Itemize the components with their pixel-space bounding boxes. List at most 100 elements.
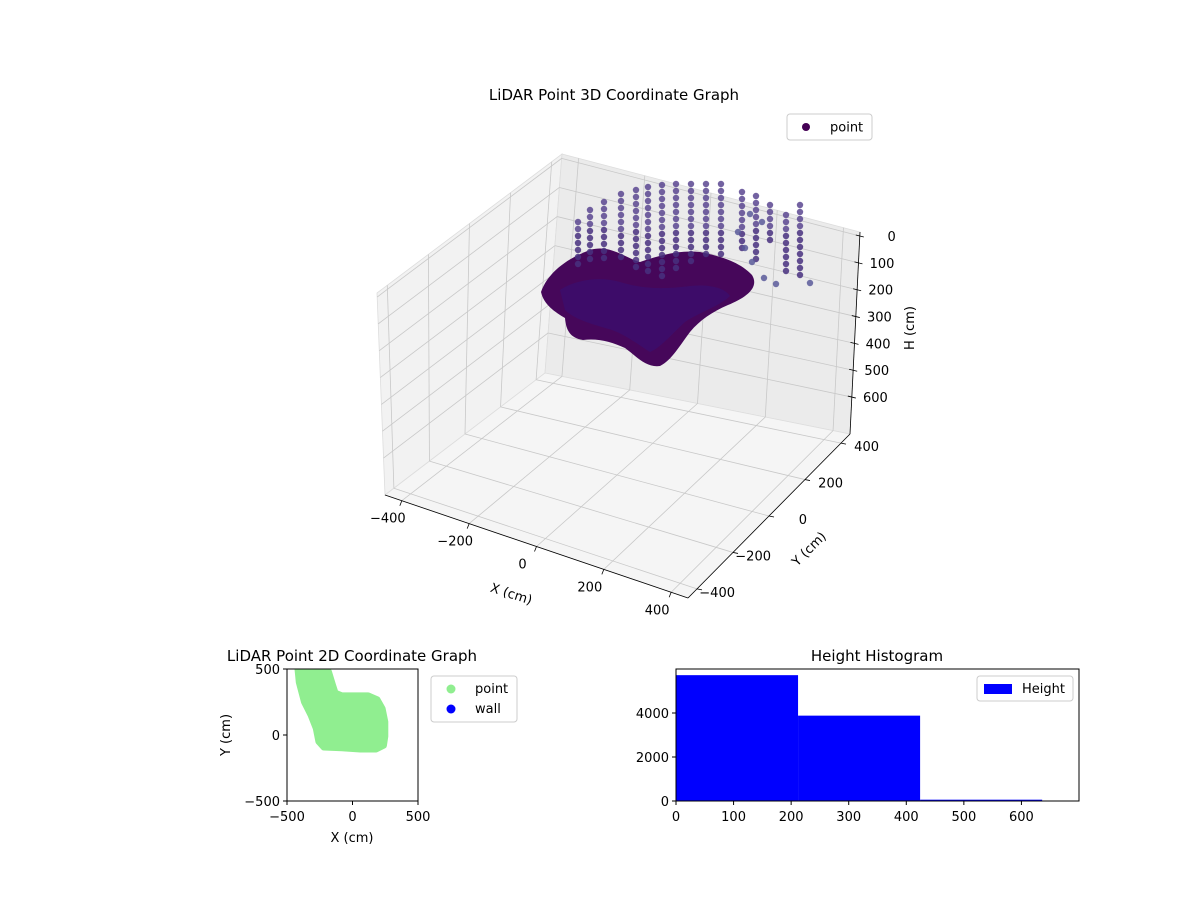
grid-y [464,433,770,517]
x-tick-label-hist: 100 [721,810,746,825]
point-marker [586,213,594,221]
y-tick-label-3d: −200 [735,549,771,564]
point-marker [782,260,790,268]
point-marker [717,187,725,195]
point-marker [644,211,652,219]
z-tick-mark [855,234,864,238]
grid-z-left [381,274,553,405]
point-marker [687,201,695,209]
point-marker [600,233,608,241]
z-tick-label-3d: 0 [888,230,896,245]
point-marker [687,194,695,202]
point-marker [644,218,652,226]
point-marker [658,230,666,238]
point-marker [658,216,666,224]
grid-z-left [376,158,562,298]
point-marker [766,201,774,209]
legend-histogram-box [976,675,1074,702]
grid-x-wall [764,210,778,418]
point-marker [758,218,766,226]
z-axis-label-3d: H (cm) [903,306,918,350]
y-tick-label-2d: 0 [272,729,280,744]
point-marker [632,200,640,208]
point-marker [766,222,774,230]
point-marker [717,236,725,244]
x-tick-label-hist: 300 [836,810,861,825]
point-marker [644,197,652,205]
z-tick-label-3d: 100 [870,257,895,272]
grid-y [536,379,842,444]
grid-z-left [383,332,549,459]
point-marker [782,239,790,247]
point-marker [782,253,790,261]
point-marker [672,243,680,251]
point-marker [600,198,608,206]
grid-z [548,332,852,398]
z-axis-line [849,231,861,435]
scan-pillars [574,180,814,288]
x-axis-label-3d: X (cm) [488,581,534,609]
grid-y-wall [427,254,430,462]
point-marker [702,243,710,251]
point-marker [702,250,710,258]
point-marker [586,227,594,235]
x-tick-label-hist: 0 [672,810,680,825]
point-marker [782,267,790,275]
point-marker [796,222,804,230]
point-marker [574,246,582,254]
z-tick-mark [847,395,856,399]
grid-y-wall [386,285,395,489]
point-marker [796,257,804,265]
point-marker [672,236,680,244]
point-marker [600,247,608,255]
point-cloud [541,180,814,367]
point-marker [617,246,625,254]
x-tick-label-3d: 200 [577,580,602,595]
y-tick-label-hist: 0 [661,795,669,810]
point-marker [672,180,680,188]
point-marker [738,195,746,203]
point-marker [617,253,625,261]
point-marker [644,225,652,233]
x-tick-label-2d: 500 [406,810,431,825]
y-tick-label-hist: 4000 [636,707,669,722]
histogram-bar [676,675,799,801]
point-marker [687,250,695,258]
legend-3d-marker [802,123,810,131]
point-marker [752,248,760,256]
x-tick-label-3d: 0 [518,558,526,573]
point-marker [782,246,790,254]
grid-y [500,406,806,480]
point-marker [687,229,695,237]
point-marker [658,265,666,273]
x-tick-mark [601,569,605,575]
point-marker [617,232,625,240]
grid-z-left [377,187,560,325]
x-tick-label-hist: 600 [1009,810,1034,825]
grid-y-wall [464,223,470,435]
point-marker [644,253,652,261]
grid-y-wall [500,192,512,407]
chart-histogram: Height Histogram 0 100 200 300 400 500 600 0 200… [636,647,1080,825]
point-marker [717,208,725,216]
point-marker [687,187,695,195]
point-marker [672,208,680,216]
point-marker [752,192,760,200]
legend-3d: point [786,113,873,141]
point-marker [752,199,760,207]
point-marker [702,236,710,244]
point-marker [687,215,695,223]
y-tick-mark [696,588,703,591]
chart-3d: LiDAR Point 3D Coordinate Graph −400 −200… [370,86,918,618]
z-tick-mark [853,288,862,292]
point-marker [748,258,756,266]
point-marker [702,187,710,195]
point-marker [600,240,608,248]
legend-3d-label: point [830,121,863,136]
z-tick-label-3d: 300 [867,311,892,326]
point-marker [632,242,640,250]
point-marker [658,251,666,259]
point-marker [752,220,760,228]
legend-2d-wall-marker [446,704,456,714]
